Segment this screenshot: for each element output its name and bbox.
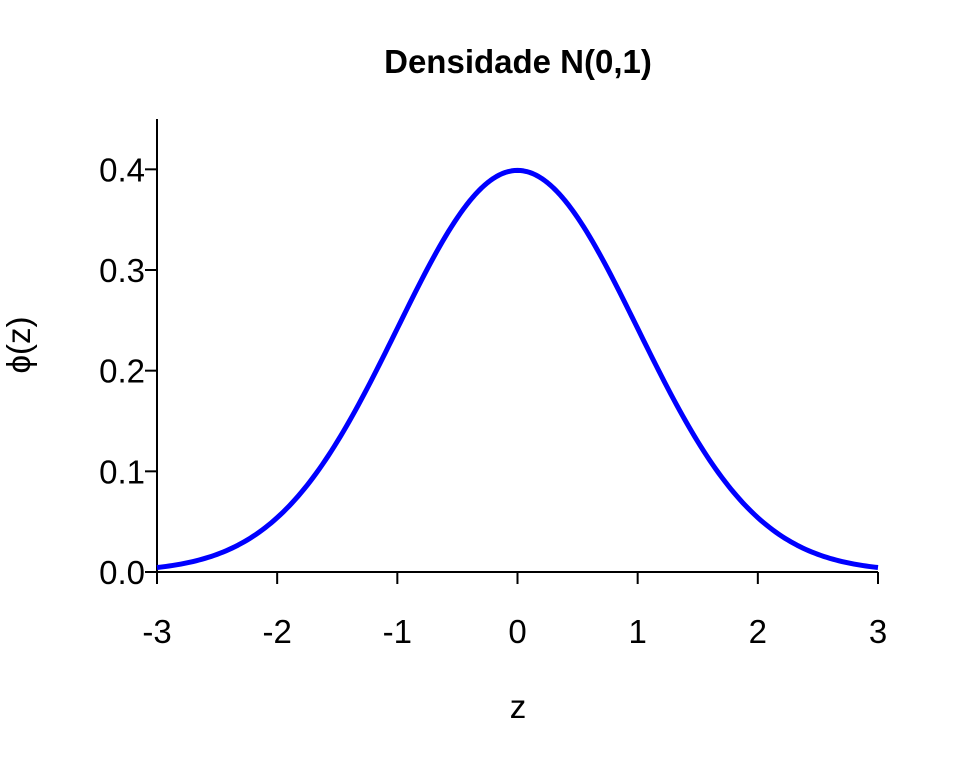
x-tick-label: 3 (869, 613, 887, 650)
x-tick-label: 0 (508, 613, 526, 650)
x-axis: -3 -2 -1 0 1 2 3 (142, 571, 887, 650)
y-tick-label: 0.1 (99, 453, 145, 490)
y-axis-label: ϕ(z) (0, 317, 37, 374)
series-layer (156, 167, 879, 571)
y-axis: 0.0 0.1 0.2 0.3 0.4 (99, 119, 158, 591)
x-tick-label: -3 (142, 613, 171, 650)
y-tick-label: 0.0 (99, 554, 145, 591)
y-tick-label: 0.2 (99, 353, 145, 390)
x-tick-label: -1 (383, 613, 412, 650)
x-tick-label: -2 (262, 613, 291, 650)
x-tick-label: 1 (628, 613, 646, 650)
y-tick-label: 0.3 (99, 252, 145, 289)
x-axis-label: z (510, 688, 527, 725)
chart-title: Densidade N(0,1) (384, 43, 652, 80)
x-tick-label: 2 (749, 613, 767, 650)
y-tick-label: 0.4 (99, 151, 145, 188)
density-curve (156, 167, 879, 571)
